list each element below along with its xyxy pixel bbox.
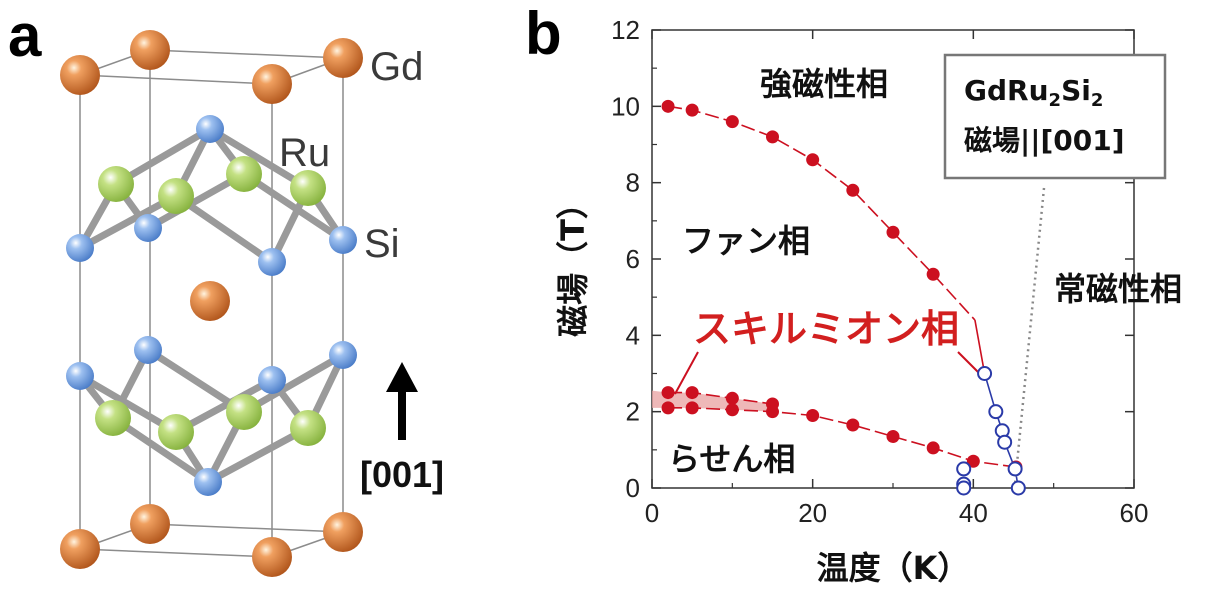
panel-a-letter: a bbox=[8, 2, 42, 69]
y-tick-label: 6 bbox=[626, 244, 640, 274]
red-data-point bbox=[725, 391, 739, 405]
red-data-point bbox=[685, 401, 699, 415]
blue-data-point bbox=[956, 461, 972, 477]
phase-diagram: b 0 20 40 60 0 2 4 6 8 10 12 温度（K） 磁場（T） bbox=[525, 0, 1182, 587]
red-data-point bbox=[806, 408, 820, 422]
gd-atoms bbox=[60, 30, 363, 577]
red-data-point bbox=[806, 153, 820, 167]
gd-label: Gd bbox=[370, 45, 423, 89]
skyrmion-region-band bbox=[652, 390, 773, 412]
y-tick-label: 0 bbox=[626, 473, 640, 503]
red-data-point bbox=[766, 405, 779, 419]
si-atoms bbox=[66, 115, 357, 496]
red-data-point bbox=[846, 183, 860, 197]
x-tick-label: 0 bbox=[645, 498, 659, 528]
paramagnetic-phase-label: 常磁性相 bbox=[1054, 270, 1182, 308]
skyrmion-upper-line bbox=[668, 391, 773, 405]
red-data-point bbox=[661, 386, 675, 400]
blue-data-point bbox=[956, 480, 972, 496]
blue-data-point bbox=[997, 434, 1013, 450]
red-data-point bbox=[846, 418, 860, 432]
x-tick-label: 20 bbox=[798, 498, 827, 528]
red-data-point bbox=[685, 103, 699, 117]
red-data-point bbox=[725, 403, 739, 417]
ferro-boundary-line bbox=[667, 105, 976, 321]
fan-phase-label: ファン相 bbox=[682, 222, 810, 260]
skyrmion-band-area bbox=[652, 390, 773, 412]
legend-box: GdRu2Si2 磁場||[001] bbox=[943, 53, 1167, 180]
ru-label: Ru bbox=[279, 131, 330, 175]
crystal-structure: a bbox=[8, 2, 444, 577]
red-data-point bbox=[661, 99, 675, 113]
y-axis-title: 磁場（T） bbox=[554, 187, 592, 337]
red-data-point bbox=[766, 130, 779, 144]
y-tick-label: 10 bbox=[611, 91, 640, 121]
helical-phase-label: らせん相 bbox=[668, 440, 795, 478]
red-data-point bbox=[926, 441, 940, 455]
ferro-boundary-link bbox=[974, 319, 986, 374]
red-data-point bbox=[685, 386, 699, 400]
ru-atoms bbox=[95, 156, 326, 450]
paramagnetic-boundary-dotted bbox=[1013, 187, 1046, 485]
y-tick-label: 4 bbox=[626, 320, 640, 350]
red-data-point bbox=[661, 401, 675, 415]
x-axis-ticks: 0 20 40 60 bbox=[645, 498, 1149, 528]
blue-data-point bbox=[988, 404, 1004, 420]
y-tick-label: 2 bbox=[626, 397, 640, 427]
y-axis-ticks: 0 2 4 6 8 10 12 bbox=[611, 15, 640, 503]
ferromagnetic-phase-label: 強磁性相 bbox=[760, 65, 888, 103]
red-data-point bbox=[966, 454, 980, 468]
tick-marks bbox=[651, 29, 1135, 489]
red-data-point bbox=[886, 429, 900, 443]
y-tick-label: 12 bbox=[611, 15, 640, 45]
panel-b-letter: b bbox=[525, 0, 562, 67]
blue-data-point bbox=[1007, 461, 1023, 477]
x-tick-label: 40 bbox=[959, 498, 988, 528]
x-axis-title: 温度（K） bbox=[817, 549, 970, 587]
helical-boundary-line bbox=[668, 407, 1017, 468]
y-tick-label: 8 bbox=[626, 168, 640, 198]
red-data-point bbox=[926, 267, 940, 281]
si-label: Si bbox=[364, 222, 400, 266]
red-data-point bbox=[886, 225, 900, 239]
data-points bbox=[661, 99, 1026, 496]
legend-field-direction: 磁場||[001] bbox=[964, 124, 1125, 157]
blue-data-point bbox=[1010, 480, 1026, 496]
red-data-point bbox=[725, 115, 739, 129]
legend-compound: GdRu2Si2 bbox=[964, 74, 1103, 111]
direction-arrow bbox=[386, 362, 418, 440]
blue-data-point bbox=[977, 366, 993, 381]
x-tick-label: 60 bbox=[1120, 498, 1149, 528]
skyrmion-pointer-1 bbox=[674, 351, 699, 395]
direction-label: [001] bbox=[360, 454, 444, 495]
skyrmion-phase-label: スキルミオン相 bbox=[693, 307, 959, 351]
